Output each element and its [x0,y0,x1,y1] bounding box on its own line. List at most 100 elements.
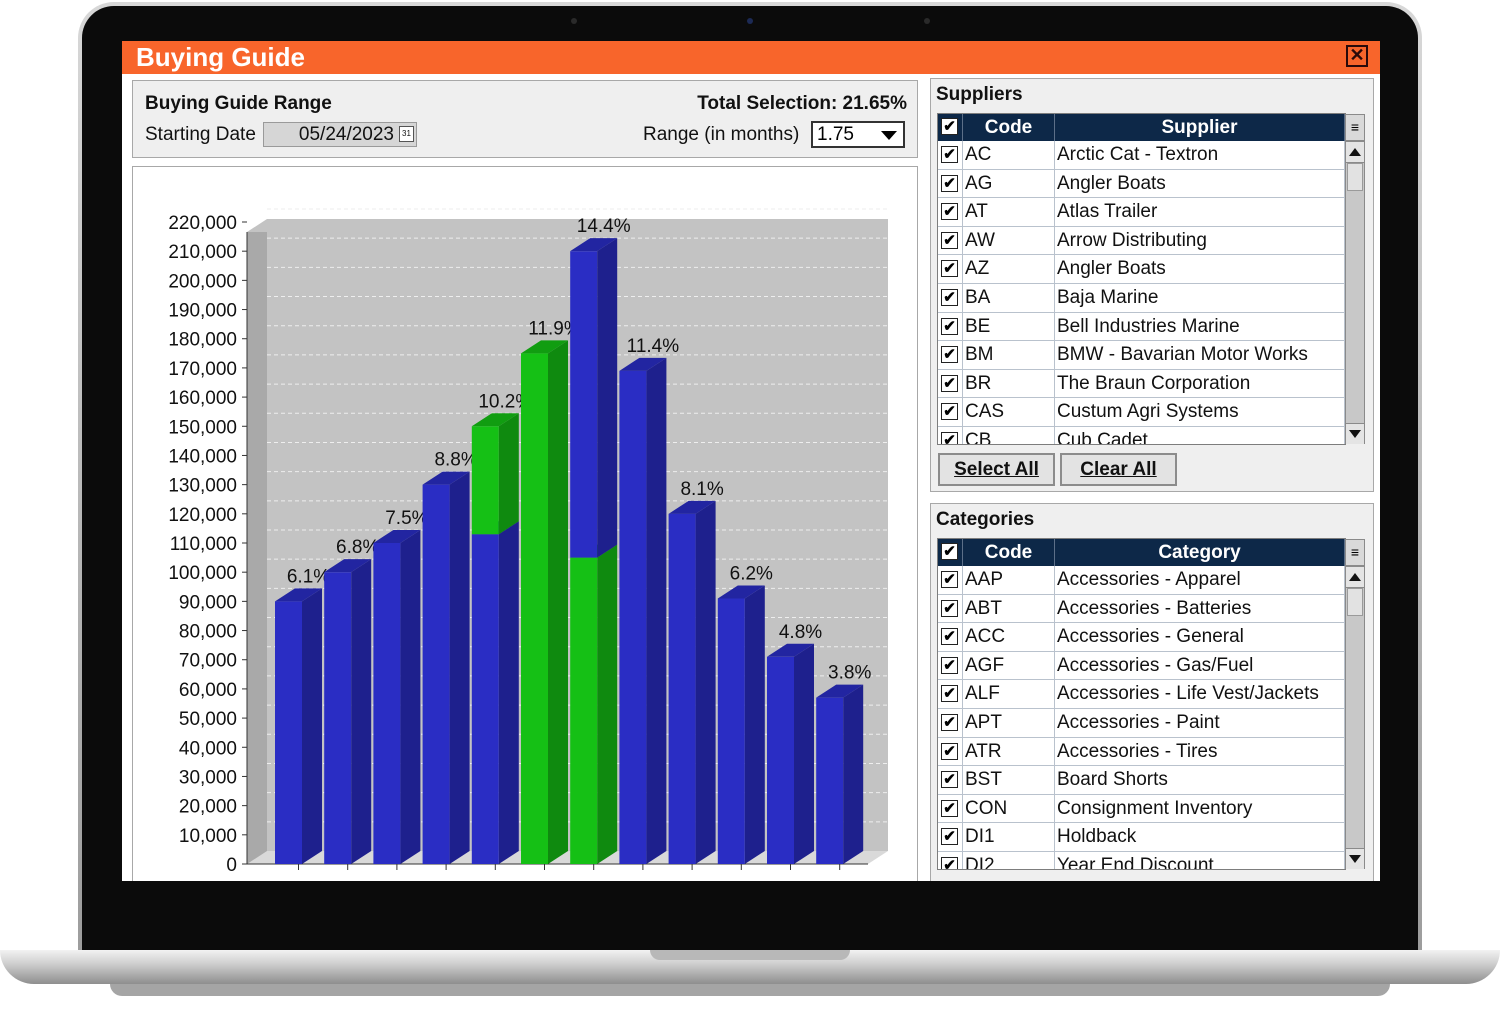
suppliers-scrollbar[interactable] [1345,141,1365,444]
name-cell: Custum Agri Systems [1055,398,1345,426]
row-checkbox-cell[interactable]: ✔ [938,709,963,737]
table-row[interactable]: ✔ DI2 Year End Discount [938,852,1345,869]
table-row[interactable]: ✔ BE Bell Industries Marine [938,312,1345,342]
row-checkbox[interactable]: ✔ [941,828,958,846]
row-checkbox[interactable]: ✔ [941,799,958,817]
bar-blue-side [794,643,814,864]
table-row[interactable]: ✔ CB Cub Cadet [938,427,1345,444]
y-tick-label: 30,000 [179,767,237,788]
row-checkbox-cell[interactable]: ✔ [938,680,963,708]
bar-blue-side [400,530,421,864]
name-cell: Accessories - Apparel [1055,566,1345,594]
row-checkbox[interactable]: ✔ [941,146,958,163]
table-row[interactable]: ✔ AW Arrow Distributing [938,226,1345,256]
range-panel: Buying Guide Range Total Selection: 21.6… [132,80,918,158]
table-row[interactable]: ✔ CON Consignment Inventory [938,794,1345,824]
range-months-select[interactable]: 1.75 [811,121,905,148]
scroll-thumb[interactable] [1347,163,1363,191]
row-checkbox[interactable]: ✔ [941,656,958,674]
table-row[interactable]: ✔ APT Accessories - Paint [938,709,1345,738]
table-row[interactable]: ✔ ALF Accessories - Life Vest/Jackets [938,680,1345,709]
row-checkbox-cell[interactable]: ✔ [938,427,963,444]
code-column-header[interactable]: Code [963,114,1055,141]
scroll-down-icon[interactable] [1346,848,1364,869]
row-checkbox-cell[interactable]: ✔ [938,398,963,426]
row-checkbox-cell[interactable]: ✔ [938,566,963,594]
row-checkbox-cell[interactable]: ✔ [938,341,963,369]
code-column-header[interactable]: Code [963,539,1055,566]
row-checkbox[interactable]: ✔ [941,289,958,306]
row-checkbox[interactable]: ✔ [941,432,958,444]
row-checkbox[interactable]: ✔ [941,599,958,617]
scroll-down-icon[interactable] [1346,423,1364,444]
row-checkbox[interactable]: ✔ [941,771,958,789]
row-checkbox-cell[interactable]: ✔ [938,766,963,794]
starting-date-field[interactable]: 05/24/2023 31 [263,122,417,147]
row-checkbox-cell[interactable]: ✔ [938,169,963,198]
table-row[interactable]: ✔ CAS Custum Agri Systems [938,398,1345,427]
table-row[interactable]: ✔ ACC Accessories - General [938,623,1345,652]
table-row[interactable]: ✔ AT Atlas Trailer [938,198,1345,227]
clear-all-button[interactable]: Clear All [1060,453,1177,486]
row-checkbox[interactable]: ✔ [941,231,958,249]
total-selection: Total Selection: 21.65% [697,93,907,114]
row-checkbox[interactable]: ✔ [941,174,958,192]
table-row[interactable]: ✔ ABT Accessories - Batteries [938,594,1345,624]
scroll-up-icon[interactable] [1346,142,1364,163]
row-checkbox[interactable]: ✔ [941,260,958,278]
row-checkbox-cell[interactable]: ✔ [938,369,963,398]
row-checkbox[interactable]: ✔ [941,571,958,588]
row-checkbox-cell[interactable]: ✔ [938,823,963,851]
table-row[interactable]: ✔ BST Board Shorts [938,766,1345,795]
table-row[interactable]: ✔ AC Arctic Cat - Textron [938,141,1345,170]
table-row[interactable]: ✔ BM BMW - Bavarian Motor Works [938,341,1345,370]
row-checkbox[interactable]: ✔ [941,742,958,760]
row-checkbox-cell[interactable]: ✔ [938,284,963,312]
row-checkbox[interactable]: ✔ [941,317,958,335]
table-row[interactable]: ✔ BR The Braun Corporation [938,369,1345,399]
select-all-button[interactable]: Select All [938,453,1055,486]
row-checkbox[interactable]: ✔ [941,374,958,392]
calendar-icon[interactable]: 31 [399,126,414,142]
select-all-header[interactable]: ✔ [938,539,963,566]
code-cell: BA [963,284,1055,312]
row-checkbox-cell[interactable]: ✔ [938,651,963,680]
row-checkbox-cell[interactable]: ✔ [938,794,963,823]
table-row[interactable]: ✔ BA Baja Marine [938,284,1345,313]
row-checkbox-cell[interactable]: ✔ [938,312,963,341]
header-checkbox[interactable]: ✔ [941,543,958,560]
row-checkbox[interactable]: ✔ [941,403,958,421]
row-checkbox[interactable]: ✔ [941,628,958,646]
table-row[interactable]: ✔ AG Angler Boats [938,169,1345,199]
table-row[interactable]: ✔ AGF Accessories - Gas/Fuel [938,651,1345,681]
row-checkbox-cell[interactable]: ✔ [938,737,963,766]
table-row[interactable]: ✔ DI1 Holdback [938,823,1345,852]
select-all-header[interactable]: ✔ [938,114,963,141]
name-cell: Consignment Inventory [1055,794,1345,823]
row-checkbox[interactable]: ✔ [941,203,958,221]
scroll-thumb[interactable] [1347,588,1363,616]
row-checkbox-cell[interactable]: ✔ [938,623,963,651]
row-checkbox[interactable]: ✔ [941,857,958,869]
row-checkbox[interactable]: ✔ [941,346,958,364]
supplier-column-header[interactable]: Supplier [1055,114,1345,141]
categories-scrollbar[interactable] [1345,566,1365,869]
row-checkbox-cell[interactable]: ✔ [938,141,963,169]
row-checkbox-cell[interactable]: ✔ [938,226,963,255]
category-column-header[interactable]: Category [1055,539,1345,566]
table-row[interactable]: ✔ AAP Accessories - Apparel [938,566,1345,595]
table-row[interactable]: ✔ ATR Accessories - Tires [938,737,1345,767]
data-label: 7.5% [385,508,428,529]
row-checkbox-cell[interactable]: ✔ [938,255,963,283]
column-menu-icon[interactable]: ≡ [1345,539,1365,566]
row-checkbox[interactable]: ✔ [941,685,958,703]
row-checkbox-cell[interactable]: ✔ [938,198,963,226]
row-checkbox-cell[interactable]: ✔ [938,594,963,623]
scroll-up-icon[interactable] [1346,567,1364,588]
row-checkbox[interactable]: ✔ [941,714,958,731]
close-icon[interactable]: ✕ [1346,45,1368,67]
column-menu-icon[interactable]: ≡ [1345,114,1365,141]
row-checkbox-cell[interactable]: ✔ [938,852,963,869]
table-row[interactable]: ✔ AZ Angler Boats [938,255,1345,284]
header-checkbox[interactable]: ✔ [941,118,958,135]
